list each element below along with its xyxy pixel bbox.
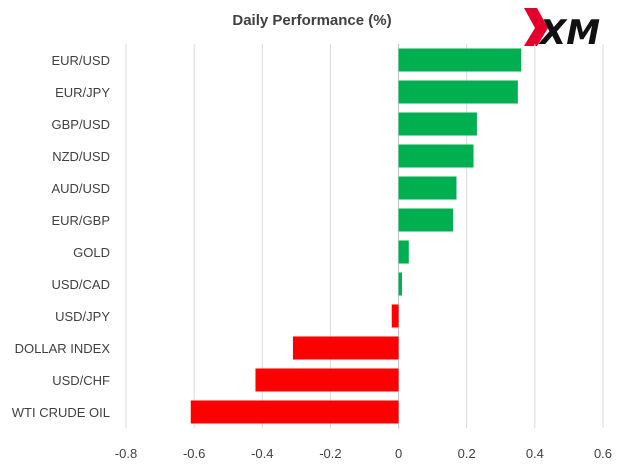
bar-gold [398, 240, 409, 264]
x-tick-label: -0.4 [251, 446, 273, 461]
chart-title: Daily Performance (%) [232, 12, 391, 29]
category-label: NZD/USD [52, 149, 110, 164]
category-label: DOLLAR INDEX [15, 341, 111, 356]
category-labels: EUR/USD EUR/JPY GBP/USD NZD/USD AUD/USD EUR/G… [12, 53, 111, 420]
category-label: GOLD [73, 245, 110, 260]
logo-text: XM [538, 13, 600, 53]
x-tick-label: 0 [395, 446, 402, 461]
bar-eur-jpy [398, 80, 518, 104]
x-tick-label: 0.4 [526, 446, 544, 461]
category-label: USD/CAD [51, 277, 110, 292]
category-label: WTI CRUDE OIL [12, 405, 110, 420]
bar-eur-gbp [398, 208, 454, 232]
x-tick-label: 0.6 [594, 446, 612, 461]
bar-dollar-index [292, 336, 399, 360]
logo-accent-mark [524, 8, 548, 46]
bar-aud-usd [398, 176, 457, 200]
gridlines [125, 44, 604, 428]
x-tick-label: 0.2 [458, 446, 476, 461]
xm-logo: XM [524, 8, 600, 53]
x-tick-labels: -0.8 -0.6 -0.4 -0.2 0 0.2 0.4 0.6 [115, 446, 612, 461]
category-label: AUD/USD [51, 181, 110, 196]
x-tick-label: -0.2 [319, 446, 341, 461]
category-label: GBP/USD [51, 117, 110, 132]
x-tick-label: -0.8 [115, 446, 137, 461]
category-label: USD/CHF [52, 373, 110, 388]
x-tick-label: -0.6 [183, 446, 205, 461]
bar-usd-chf [255, 368, 399, 392]
bar-wti-crude-oil [190, 400, 399, 424]
category-label: EUR/JPY [55, 85, 110, 100]
category-label: EUR/USD [51, 53, 110, 68]
bar-usd-cad [398, 272, 402, 296]
bar-gbp-usd [398, 112, 477, 136]
bar-nzd-usd [398, 144, 474, 168]
bar-usd-jpy [391, 304, 399, 328]
bar-eur-usd [398, 48, 522, 72]
bars [190, 48, 522, 424]
category-label: EUR/GBP [51, 213, 110, 228]
category-label: USD/JPY [55, 309, 110, 324]
